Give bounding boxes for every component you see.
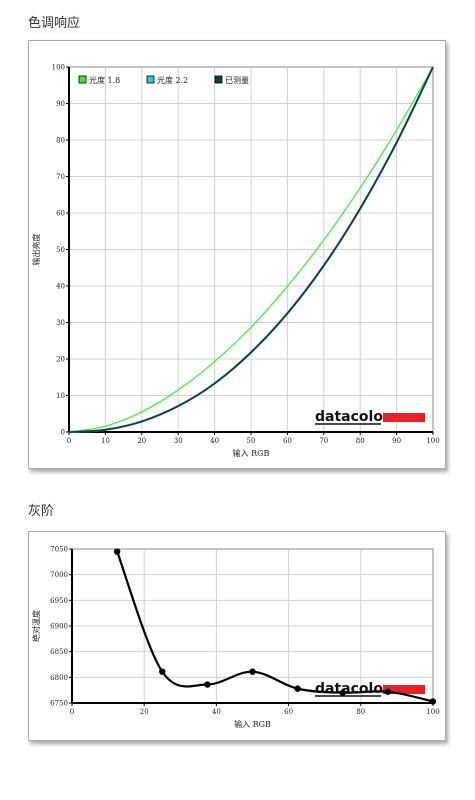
x-tick-label: 80 <box>356 437 365 445</box>
legend-swatch-2 <box>146 75 155 84</box>
data-point <box>249 668 256 675</box>
y-tick-label: 70 <box>56 173 65 181</box>
x-tick-label: 90 <box>392 437 401 445</box>
data-point <box>429 698 437 705</box>
grayscale-title: 灰阶 <box>28 504 55 519</box>
series-line-1 <box>116 551 434 703</box>
x-tick-label: 80 <box>356 708 365 716</box>
legend-label-3: 已测量 <box>225 76 249 85</box>
grayscale-chart: 0 20 40 60 80 100 6750 6800 6850 6900 6950 7000 7050… <box>31 546 440 730</box>
y-tick-label: 20 <box>56 356 65 364</box>
data-point <box>113 548 121 555</box>
legend-label-2: 光度 2.2 <box>157 75 188 85</box>
y-tick-label: 6750 <box>50 700 68 708</box>
x-tick-label: 40 <box>212 708 221 716</box>
series-line-1 <box>68 66 434 433</box>
data-point <box>159 668 166 675</box>
y-tick-label: 6800 <box>50 674 68 682</box>
y-tick-label: 6950 <box>50 597 68 605</box>
y-tick-label: 7050 <box>50 546 68 554</box>
x-tick-label: 100 <box>426 708 439 716</box>
x-tick-label: 60 <box>283 437 292 445</box>
x-tick-label: 70 <box>319 437 328 445</box>
tone-response-chart: 0 10 20 30 40 50 60 70 80 90 100 0 10 20 30 40 50 60 70 80 9… <box>31 64 440 459</box>
x-axis-label: 输入 RGB <box>234 719 271 729</box>
y-tick-label: 50 <box>56 246 65 254</box>
y-tick-label: 90 <box>56 100 65 108</box>
tone-response-panel: 0 10 20 30 40 50 60 70 80 90 100 0 10 20 30 40 50 60 70 80 9… <box>28 40 446 469</box>
grayscale-panel: 0 20 40 60 80 100 6750 6800 6850 6900 6950 7000 7050… <box>28 531 446 741</box>
legend-swatch-3 <box>214 75 223 84</box>
y-tick-label: 0 <box>61 429 65 437</box>
data-point <box>204 681 211 688</box>
logo-red-bar <box>383 413 425 422</box>
x-tick-label: 60 <box>284 708 293 716</box>
y-tick-label: 6900 <box>50 623 68 631</box>
y-tick-label: 30 <box>56 319 65 327</box>
datacolor-logo-text: datacolor <box>315 681 390 697</box>
tone-response-title: 色调响应 <box>28 16 81 31</box>
y-tick-label: 40 <box>56 283 65 291</box>
x-tick-label: 50 <box>247 437 256 445</box>
x-axis-label: 输入 RGB <box>233 448 270 458</box>
x-tick-label: 0 <box>70 708 74 716</box>
x-tick-label: 100 <box>426 437 439 445</box>
data-point <box>294 685 301 692</box>
datacolor-logo: datacolor <box>315 409 425 425</box>
y-tick-label: 6850 <box>50 648 68 656</box>
x-tick-label: 10 <box>101 437 110 445</box>
datacolor-logo-text: datacolor <box>315 409 390 425</box>
series-line-3 <box>68 66 434 433</box>
x-tick-label: 20 <box>137 437 146 445</box>
y-tick-label: 7000 <box>50 571 68 579</box>
x-tick-label: 0 <box>67 437 71 445</box>
y-axis-label: 绝对温度 <box>31 610 41 642</box>
y-tick-label: 80 <box>56 137 65 145</box>
y-tick-label: 100 <box>52 64 65 72</box>
x-tick-label: 40 <box>210 437 219 445</box>
y-tick-label: 60 <box>56 210 65 218</box>
data-point <box>384 688 392 695</box>
logo-red-bar <box>383 685 425 694</box>
legend-label-1: 光度 1.8 <box>89 75 120 85</box>
data-point <box>339 689 346 696</box>
y-tick-label: 10 <box>56 392 65 400</box>
x-tick-label: 20 <box>140 708 149 716</box>
legend-swatch-1 <box>78 75 87 84</box>
y-axis-label: 输出亮度 <box>31 234 41 266</box>
x-tick-label: 30 <box>174 437 183 445</box>
